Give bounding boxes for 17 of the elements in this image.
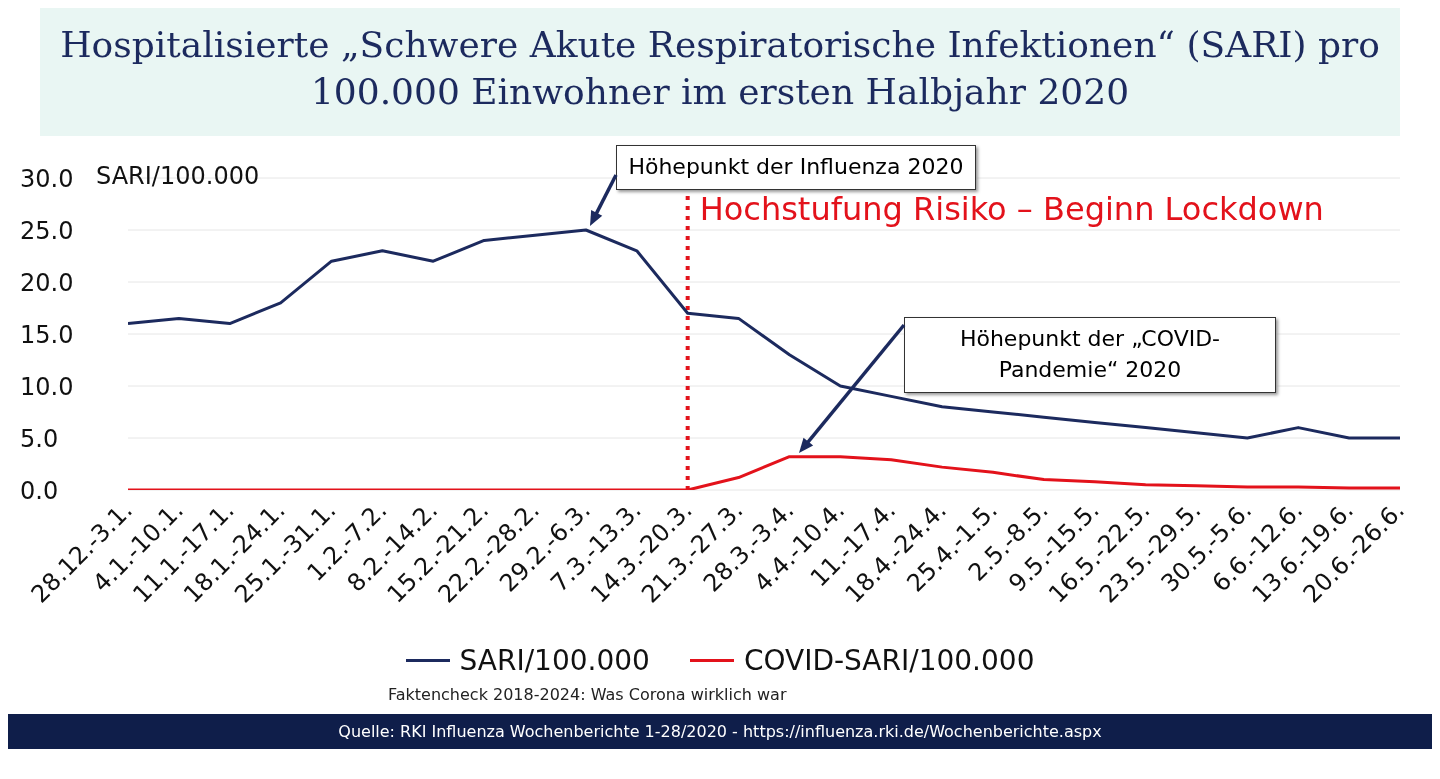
y-tick-label: 10.0 — [20, 372, 74, 401]
y-tick-label: 20.0 — [20, 268, 74, 297]
chart-title: Hospitalisierte „Schwere Akute Respiratorische Infektionen“ (SARI) pro 100.000 Einwohner im ersten Halbjahr 2020 — [40, 8, 1400, 136]
y-axis-title: SARI/100.000 — [96, 162, 260, 190]
y-tick-label: 15.0 — [20, 320, 74, 349]
line-series — [128, 228, 1400, 440]
callout-box: Höhepunkt der Influenza 2020 — [615, 145, 976, 190]
legend-label: SARI/100.000 — [459, 644, 650, 677]
y-tick-label: 5.0 — [20, 424, 59, 453]
y-tick-label: 30.0 — [20, 164, 74, 193]
text: Faktencheck 2018-2024: Was Corona wirklich war — [388, 685, 788, 704]
legend-label: COVID-SARI/100.000 — [743, 644, 1035, 677]
source-note: Quelle: RKI Influenza Wochenberichte 1-28/2020 - https://influenza.rki.de/Wochenberichte.aspx — [8, 714, 1432, 749]
callout-box: Höhepunkt der „COVID-Pandemie“ 2020 — [904, 317, 1276, 393]
y-tick-label: 0.0 — [20, 476, 59, 505]
y-tick-label: 25.0 — [20, 216, 74, 245]
ref-line-label: Hochstufung Risiko – Beginn Lockdown — [699, 190, 1324, 228]
